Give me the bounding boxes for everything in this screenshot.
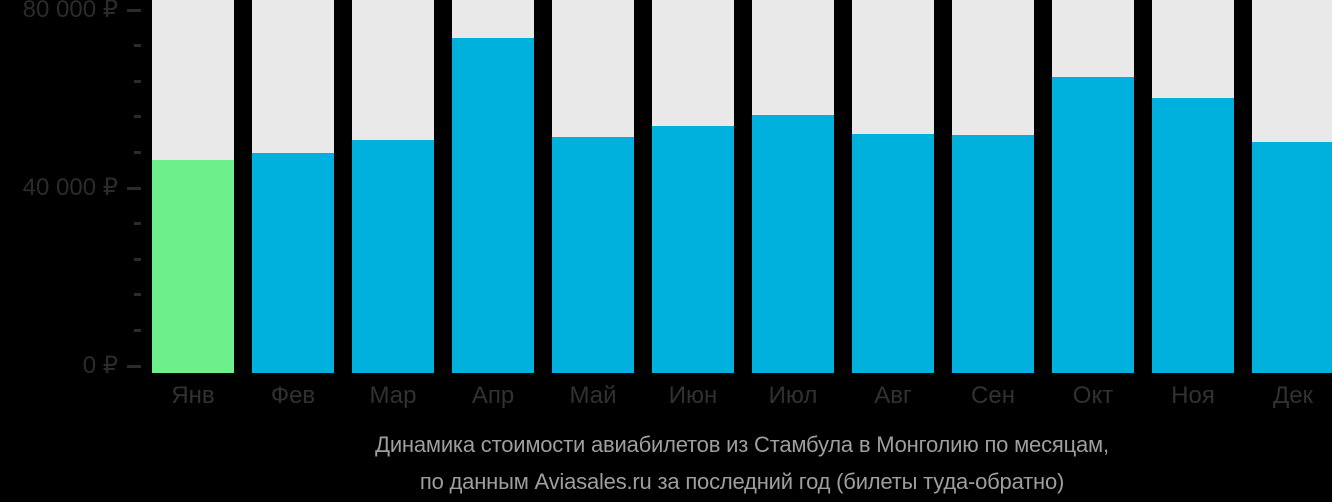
bar-sep (952, 134, 1034, 373)
bar-jul (752, 115, 834, 373)
y-tick-minor (134, 257, 141, 261)
y-tick-major (127, 186, 141, 190)
chart-caption: Динамика стоимости авиабилетов из Стамбу… (152, 432, 1332, 502)
x-label-feb: Фев (270, 382, 316, 409)
bar-mar (352, 139, 434, 373)
y-tick-label-80000: 80 000 ₽ (22, 0, 118, 23)
bar-dec (1252, 141, 1332, 373)
column-sep (952, 0, 1034, 373)
bar-may (552, 136, 634, 373)
x-label-apr: Апр (471, 382, 515, 409)
column-dec (1252, 0, 1332, 373)
x-label-jan: Янв (171, 382, 215, 409)
x-label-jul: Июл (768, 382, 818, 409)
bar-aug (852, 134, 934, 373)
column-jan (152, 0, 234, 373)
y-tick-major (127, 8, 141, 12)
bar-nov (1152, 98, 1234, 373)
x-label-may: Май (569, 382, 617, 409)
y-tick-label-0: 0 ₽ (82, 352, 118, 379)
x-label-sep: Сен (971, 382, 1015, 409)
column-mar (352, 0, 434, 373)
column-apr (452, 0, 534, 373)
x-label-nov: Ноя (1171, 382, 1215, 409)
caption-line-2: по данным Aviasales.ru за последний год … (419, 469, 1065, 494)
x-label-jun: Июн (668, 382, 718, 409)
bar-jan (152, 159, 234, 373)
y-tick-minor (134, 115, 141, 119)
y-tick-minor (134, 150, 141, 154)
column-jul (752, 0, 834, 373)
y-tick-minor (134, 79, 141, 83)
x-label-aug: Авг (874, 382, 912, 409)
x-label-dec: Дек (1272, 382, 1314, 409)
column-feb (252, 0, 334, 373)
x-label-oct: Окт (1072, 382, 1114, 409)
bar-apr (452, 38, 534, 373)
bar-feb (252, 152, 334, 373)
column-jun (652, 0, 734, 373)
bar-oct (1052, 76, 1134, 373)
bar-jun (652, 125, 734, 373)
y-tick-major (127, 364, 141, 368)
caption-line-1: Динамика стоимости авиабилетов из Стамбу… (375, 432, 1109, 457)
y-tick-minor (134, 44, 141, 48)
y-tick-label-40000: 40 000 ₽ (22, 174, 118, 201)
y-tick-minor (134, 222, 141, 226)
y-tick-minor (134, 328, 141, 332)
column-nov (1152, 0, 1234, 373)
column-aug (852, 0, 934, 373)
x-label-mar: Мар (369, 382, 417, 409)
y-tick-minor (134, 293, 141, 297)
column-may (552, 0, 634, 373)
column-oct (1052, 0, 1134, 373)
plot-area (152, 0, 1332, 373)
